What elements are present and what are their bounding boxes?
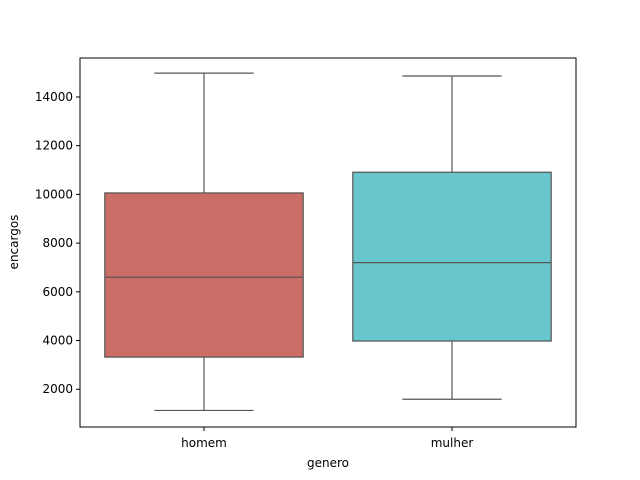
y-axis-label: encargos (7, 215, 21, 270)
iqr-box (352, 171, 552, 342)
x-axis-label: genero (307, 456, 349, 470)
y-tick-label: 12000 (35, 139, 73, 153)
x-tick-label: mulher (431, 436, 474, 450)
y-tick-label: 2000 (42, 382, 73, 396)
boxes-layer (104, 72, 552, 412)
plot-frame (79, 57, 577, 428)
y-tick-label: 6000 (42, 285, 73, 299)
y-tick-label: 14000 (35, 90, 73, 104)
y-axis: 2000 4000 6000 8000 10000 12000 14000 (35, 90, 80, 396)
y-tick-label: 4000 (42, 334, 73, 348)
x-tick-label: homem (181, 436, 227, 450)
y-tick-label: 8000 (42, 236, 73, 250)
iqr-box (104, 192, 304, 358)
box-mulher (352, 75, 552, 400)
x-axis: homem mulher (181, 427, 473, 450)
box-homem (104, 72, 304, 412)
y-tick-label: 10000 (35, 187, 73, 201)
